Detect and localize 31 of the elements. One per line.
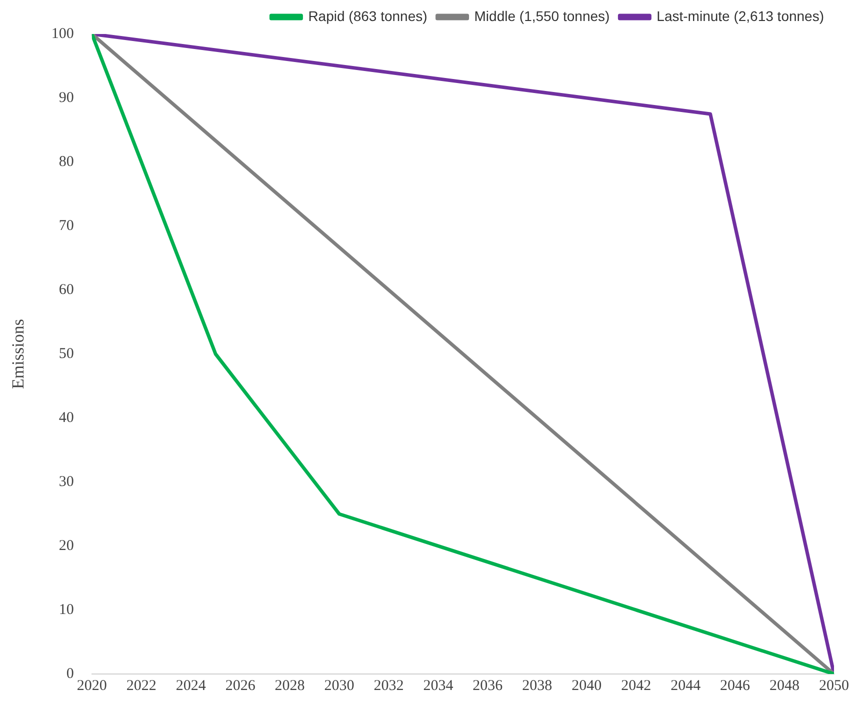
x-tick-label: 2048 — [770, 678, 800, 694]
x-tick-label: 2034 — [423, 678, 454, 694]
y-tick-label: 80 — [58, 154, 74, 170]
y-tick-label: 30 — [58, 474, 74, 490]
x-tick-label: 2020 — [76, 678, 107, 694]
y-tick-label: 20 — [58, 538, 74, 554]
x-tick-label: 2044 — [670, 678, 702, 694]
legend-label: Last-minute (2,613 tonnes) — [656, 8, 824, 24]
y-tick-label: 90 — [58, 90, 74, 106]
x-tick-label: 2050 — [819, 678, 849, 694]
x-tick-label: 2024 — [176, 678, 206, 694]
y-tick-label: 0 — [66, 666, 74, 682]
x-tick-label: 2038 — [522, 678, 552, 694]
y-tick-label: 10 — [58, 602, 74, 618]
x-tick-label: 2028 — [274, 678, 305, 694]
y-tick-label: 40 — [58, 410, 74, 426]
x-tick-label: 2032 — [374, 678, 404, 694]
y-tick-label: 100 — [51, 26, 74, 42]
y-tick-label: 70 — [58, 218, 74, 234]
y-tick-label: 50 — [58, 346, 74, 362]
x-tick-label: 2042 — [621, 678, 652, 694]
legend-label: Middle (1,550 tonnes) — [474, 8, 610, 24]
x-tick-label: 2030 — [324, 678, 354, 694]
x-tick-label: 2040 — [572, 678, 602, 694]
x-tick-label: 2022 — [126, 678, 156, 694]
x-tick-label: 2026 — [225, 678, 256, 694]
y-axis-title: Emissions — [8, 319, 28, 389]
legend-label: Rapid (863 tonnes) — [308, 8, 428, 24]
x-tick-label: 2036 — [472, 678, 504, 694]
x-tick-label: 2046 — [720, 678, 751, 694]
y-tick-label: 60 — [58, 282, 74, 298]
